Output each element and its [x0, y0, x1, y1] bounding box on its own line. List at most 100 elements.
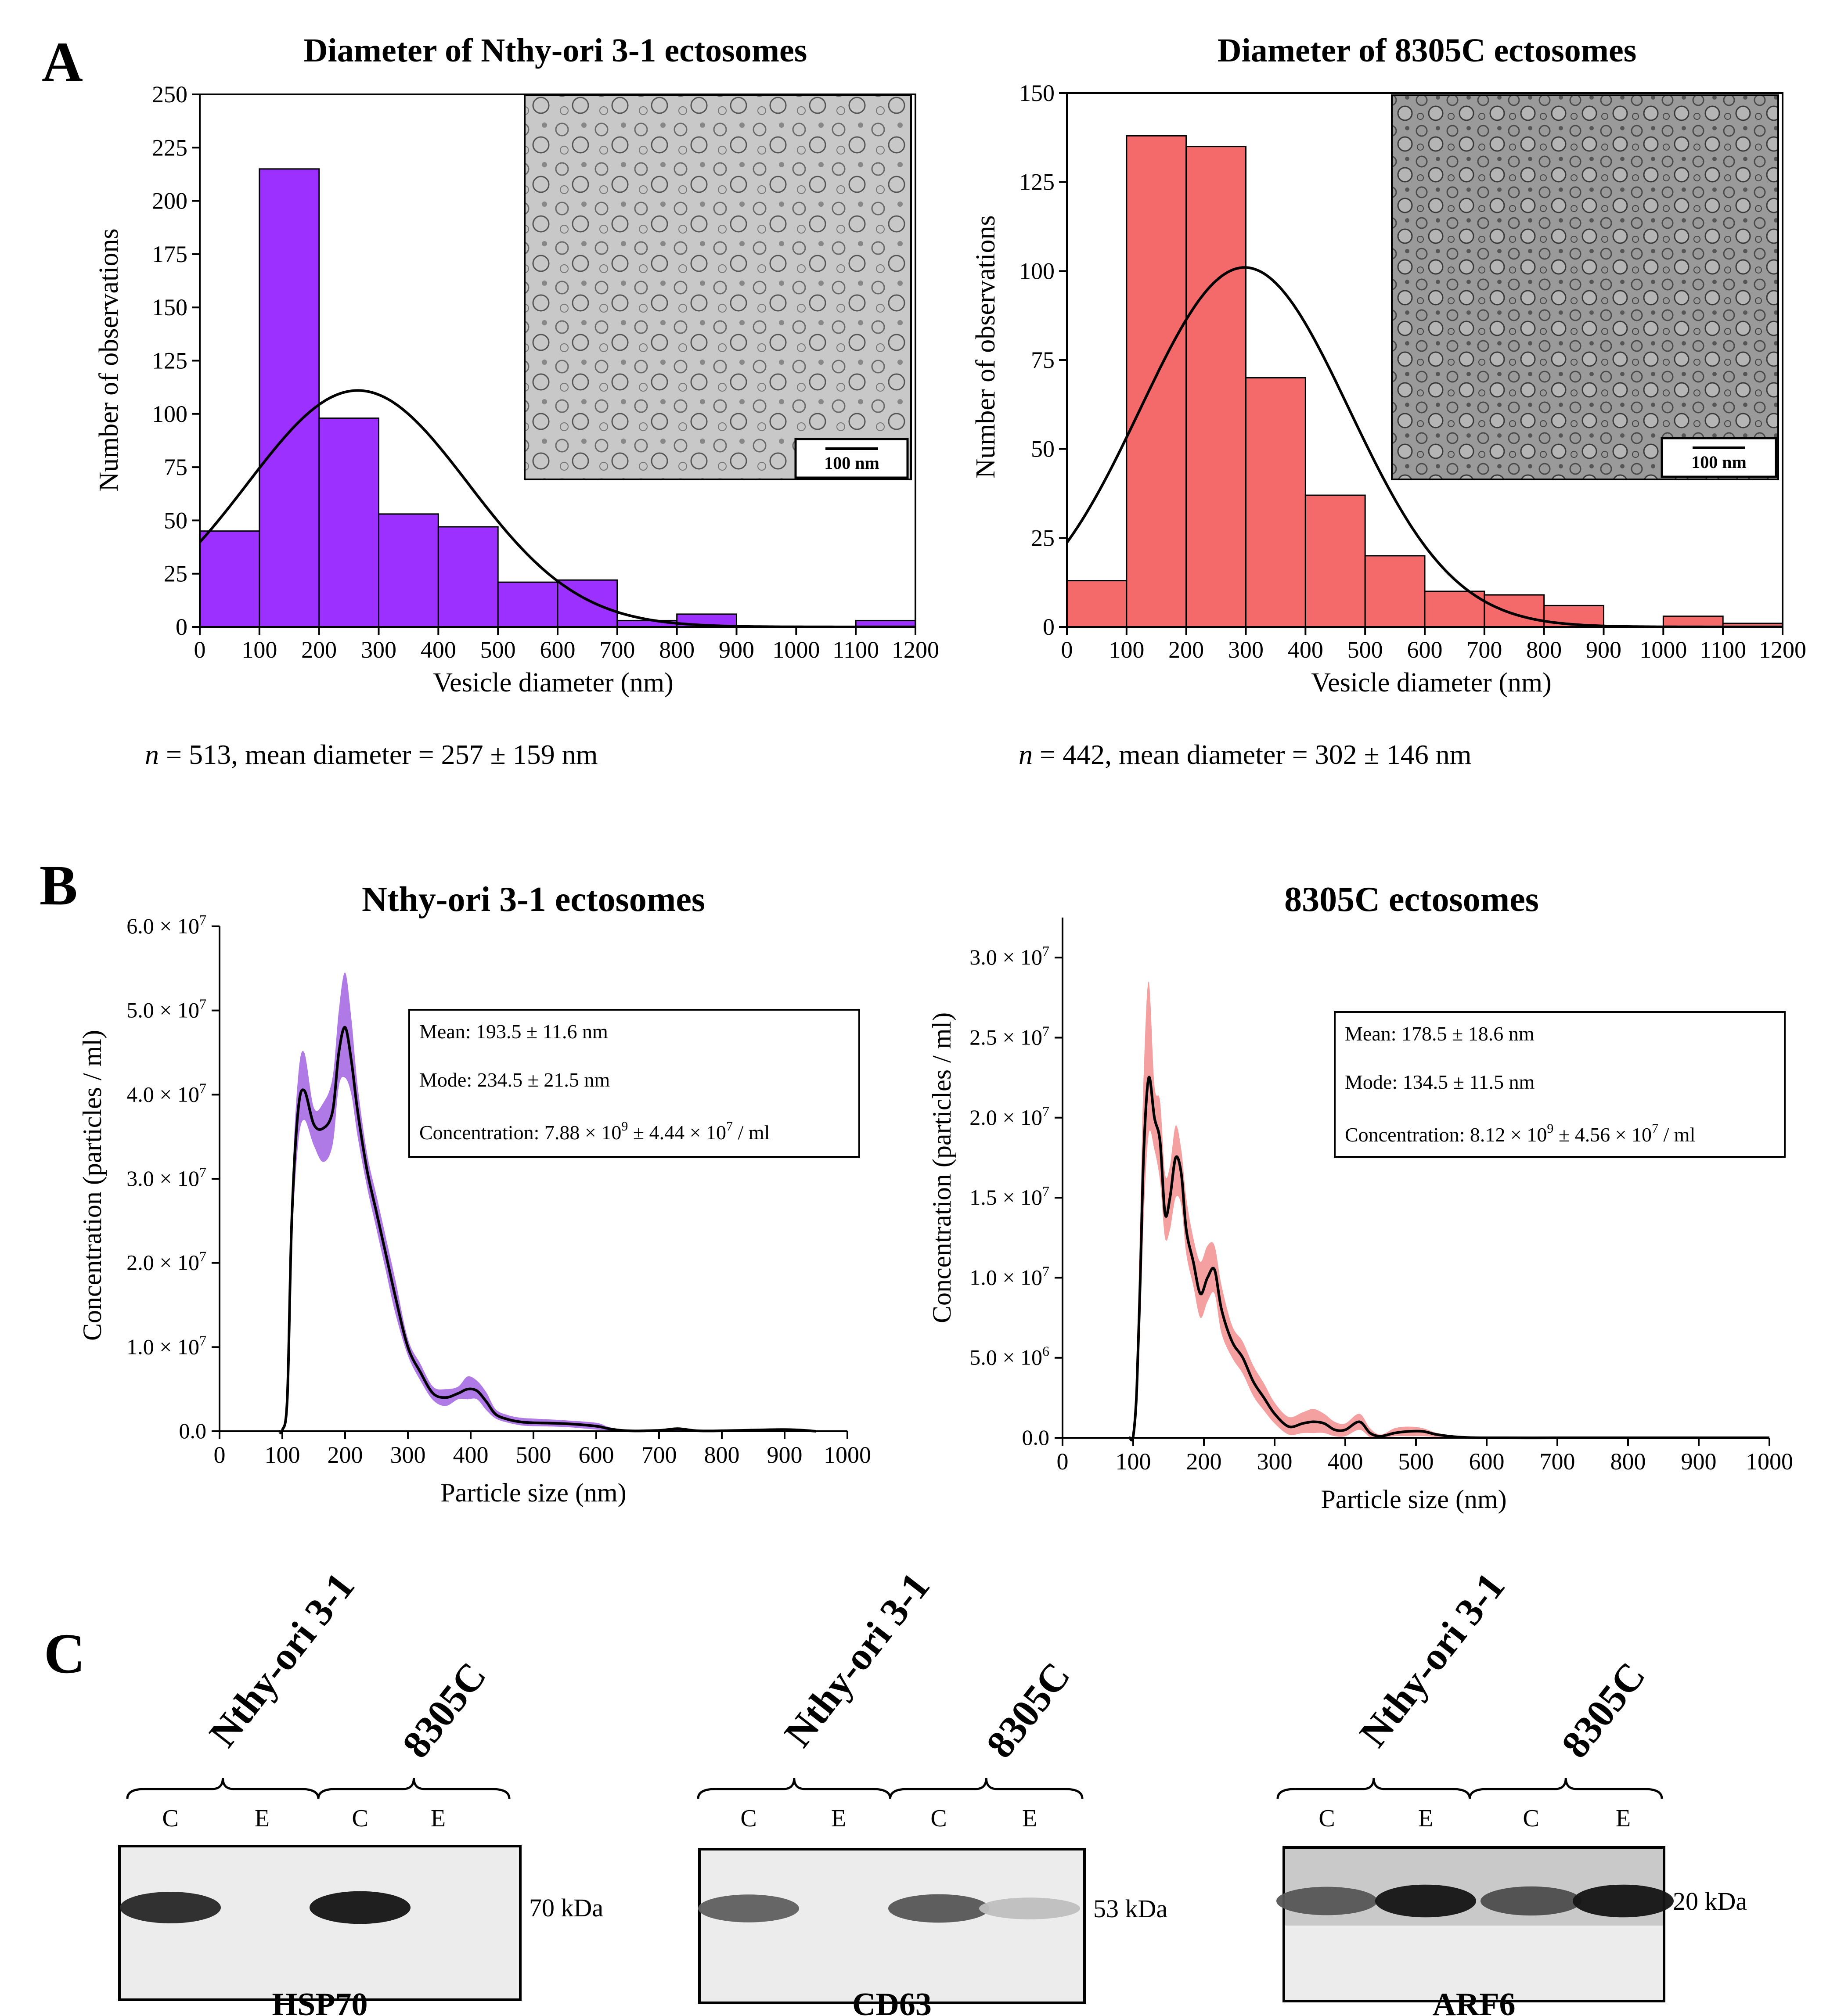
- y-tick-label: 75: [164, 454, 187, 480]
- histogram-bar: [1484, 594, 1545, 628]
- size-label: 53 kDa: [1093, 1894, 1167, 1923]
- y-tick-label: 75: [1031, 347, 1055, 373]
- lane-label: C: [1523, 1805, 1539, 1832]
- histogram-bar: [199, 530, 260, 628]
- scale-bar-box: [1661, 437, 1777, 478]
- lane-label: C: [740, 1805, 756, 1832]
- y-tick-label: 200: [152, 188, 187, 214]
- x-tick-label: 900: [1681, 1448, 1717, 1475]
- size-label: 70 kDa: [529, 1894, 603, 1922]
- y-tick-label: 150: [1019, 80, 1055, 106]
- size-label: 20 kDa: [1673, 1887, 1747, 1915]
- protein-band: [698, 1894, 799, 1922]
- y-tick-exponent: 7: [199, 1164, 206, 1180]
- protein-name: ARF6: [1432, 1987, 1515, 2016]
- x-tick-label: 500: [1398, 1448, 1434, 1475]
- conc-b: ± 4.56 × 10: [1553, 1123, 1652, 1146]
- y-tick-exponent: 7: [1042, 1103, 1049, 1119]
- brace: [317, 1778, 511, 1799]
- x-tick-label: 900: [719, 637, 754, 663]
- mean-curve: [1128, 1076, 1769, 1442]
- y-tick-label: 2.0 × 107: [126, 1249, 206, 1275]
- x-tick-label: 800: [1610, 1448, 1646, 1475]
- x-tick-label: 300: [1257, 1448, 1293, 1475]
- y-tick-exponent: 7: [1042, 1183, 1049, 1199]
- group-label: 8305C: [394, 1654, 495, 1766]
- x-tick-label: 200: [301, 637, 337, 663]
- histogram-bar: [318, 418, 380, 628]
- group-label: Nthy-ori 3-1: [201, 1565, 363, 1755]
- x-tick-label: 700: [1540, 1448, 1575, 1475]
- y-tick-label: 0.0: [179, 1418, 207, 1443]
- summary-caption: n = 442, mean diameter = 302 ± 146 nm: [1019, 739, 1472, 770]
- x-tick-label: 400: [1328, 1448, 1363, 1475]
- stats-box-frame: [1334, 1011, 1786, 1158]
- y-tick-mantissa: 3.0 × 10: [126, 1166, 199, 1191]
- histogram-bar: [437, 526, 499, 628]
- caption-n: n: [1019, 739, 1033, 770]
- lane-label: C: [1318, 1805, 1335, 1832]
- y-tick-mantissa: 2.0 × 10: [126, 1250, 199, 1275]
- tem-inset: 100 nm: [1391, 94, 1779, 480]
- y-tick-label: 0: [1043, 614, 1055, 640]
- x-tick-label: 0: [214, 1442, 226, 1468]
- stats-box: Mean: 178.5 ± 18.6 nm Mode: 134.5 ± 11.5…: [1334, 1011, 1786, 1158]
- x-tick-label: 100: [1109, 637, 1144, 663]
- protein-name: CD63: [852, 1987, 932, 2016]
- protein-band: [979, 1897, 1080, 1919]
- brace: [126, 1778, 320, 1799]
- y-tick-mantissa: 0.0: [1022, 1425, 1050, 1450]
- scale-bar-label: 100 nm: [824, 453, 879, 473]
- y-tick-mantissa: 0.0: [179, 1418, 207, 1443]
- x-tick-label: 0: [1061, 637, 1073, 663]
- axes: 0 100 200 300 400 500 600 700 800 900 1000 0.0 1.0 ×…: [126, 912, 871, 1468]
- y-tick-exponent: 7: [199, 1080, 206, 1096]
- x-tick-label: 100: [265, 1442, 300, 1468]
- x-tick-label: 500: [480, 637, 516, 663]
- x-tick-label: 600: [1407, 637, 1443, 663]
- stats-box-frame: [408, 1009, 860, 1158]
- blot-membrane: [698, 1848, 1086, 2004]
- conc-a: Concentration: 7.88 × 10: [419, 1121, 621, 1144]
- stats-mean: Mean: 178.5 ± 18.6 nm: [1345, 1022, 1535, 1045]
- stats-concentration: Concentration: 8.12 × 109 ± 4.56 × 107 /…: [1345, 1121, 1695, 1146]
- y-tick-label: 150: [152, 294, 187, 320]
- y-tick-label: 225: [152, 134, 187, 161]
- chart-title: 8305C ectosomes: [1284, 880, 1539, 919]
- y-tick-label: 250: [152, 81, 187, 108]
- conc-exp1: 9: [1547, 1121, 1553, 1136]
- y-tick-label: 3.0 × 107: [126, 1164, 206, 1191]
- conc-exp1: 9: [621, 1119, 628, 1134]
- blot-arf6: Nthy-ori 3-1 8305C C E C E 20 kDa ARF6: [1276, 1565, 1747, 2016]
- y-tick-label: 125: [152, 348, 187, 374]
- y-tick-label: 4.0 × 107: [126, 1080, 206, 1106]
- y-tick-label: 50: [164, 507, 187, 533]
- histogram-bar: [259, 168, 320, 628]
- x-tick-label: 300: [1228, 637, 1264, 663]
- bar-group: [199, 168, 916, 628]
- stats-mode: Mode: 134.5 ± 11.5 nm: [1345, 1071, 1535, 1093]
- group-label: Nthy-ori 3-1: [1351, 1565, 1513, 1755]
- y-tick-label: 5.0 × 107: [126, 996, 206, 1022]
- histogram-bar: [1364, 555, 1426, 628]
- x-tick-label: 1000: [824, 1442, 871, 1468]
- caption-text: = 513, mean diameter = 257 ± 159 nm: [159, 739, 598, 770]
- group-label: 8305C: [1553, 1654, 1654, 1766]
- conc-exp2: 7: [1652, 1121, 1658, 1136]
- y-tick-label: 1.0 × 107: [969, 1263, 1049, 1289]
- y-axis-label: Number of observations: [94, 228, 124, 491]
- chart-title: Diameter of 8305C ectosomes: [1218, 32, 1637, 69]
- y-tick-mantissa: 1.0 × 10: [126, 1334, 199, 1359]
- histogram-bar: [378, 513, 439, 628]
- axes: 0 100 200 300 400 500 600 700 800 900 1000 0.0 5.0 ×…: [969, 918, 1793, 1475]
- nta-chart-nthy: Nthy-ori 3-1 ectosomes Concentration (pa…: [78, 880, 871, 1507]
- y-tick-mantissa: 2.5 × 10: [969, 1025, 1042, 1049]
- lane-label: E: [831, 1805, 846, 1832]
- x-tick-label: 600: [540, 637, 576, 663]
- y-tick-mantissa: 2.0 × 10: [969, 1105, 1042, 1130]
- y-tick-mantissa: 5.0 × 10: [126, 998, 199, 1022]
- chart-title: Diameter of Nthy-ori 3-1 ectosomes: [304, 32, 807, 69]
- y-tick-mantissa: 1.5 × 10: [969, 1185, 1042, 1210]
- y-tick-exponent: 7: [1042, 1023, 1049, 1039]
